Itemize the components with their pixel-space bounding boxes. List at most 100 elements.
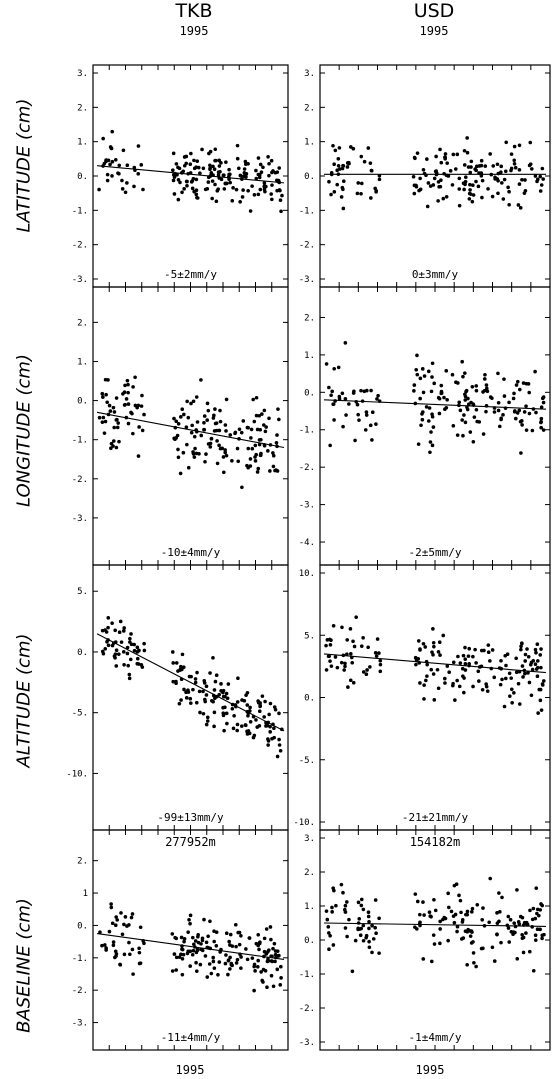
data-point	[534, 886, 539, 890]
data-point	[227, 172, 231, 177]
data-point	[265, 950, 270, 954]
data-point	[329, 393, 333, 398]
data-point	[110, 159, 115, 164]
data-point	[253, 443, 258, 448]
data-point	[258, 703, 263, 708]
data-point	[174, 968, 179, 972]
data-point	[422, 697, 426, 701]
data-point	[174, 955, 179, 960]
data-point	[492, 959, 497, 963]
data-point	[122, 626, 126, 630]
data-point	[412, 389, 416, 393]
data-point	[460, 418, 464, 422]
data-point	[248, 209, 253, 213]
data-point	[191, 451, 196, 456]
data-point	[233, 922, 238, 927]
data-point	[523, 178, 527, 182]
data-point	[424, 678, 428, 683]
data-point	[203, 697, 207, 702]
data-point	[189, 701, 193, 705]
data-point	[266, 739, 271, 743]
data-point	[429, 914, 433, 919]
data-point	[530, 428, 535, 433]
y-tick-label: 1.	[77, 357, 88, 367]
data-point	[533, 938, 538, 942]
data-point	[189, 151, 193, 156]
data-point	[252, 193, 257, 197]
data-point	[346, 685, 350, 689]
data-point	[333, 148, 338, 153]
data-point	[426, 181, 431, 185]
data-point	[122, 922, 126, 927]
data-point	[116, 652, 121, 656]
data-point	[466, 396, 470, 401]
data-point	[247, 709, 252, 713]
data-point	[525, 647, 529, 651]
y-tick-label: 1.	[77, 138, 88, 148]
data-point	[261, 165, 265, 170]
data-point	[226, 682, 231, 686]
data-point	[470, 199, 475, 204]
data-point	[415, 151, 420, 155]
data-point	[226, 972, 230, 977]
y-tick-label: -1.	[299, 426, 315, 436]
data-point	[262, 715, 266, 719]
data-point	[233, 431, 237, 436]
data-point	[416, 442, 421, 446]
data-point	[332, 162, 336, 167]
data-point	[214, 943, 219, 948]
trend-line	[96, 411, 285, 449]
data-point	[522, 410, 527, 414]
data-point	[216, 187, 220, 191]
data-point	[514, 670, 519, 675]
data-point	[359, 897, 364, 902]
data-point	[438, 927, 442, 931]
data-point	[219, 177, 224, 182]
data-point	[477, 679, 481, 683]
data-point	[103, 646, 108, 651]
data-point	[198, 171, 202, 175]
data-point	[216, 973, 220, 977]
data-point	[182, 936, 187, 941]
column-year-usd: 1995	[419, 24, 449, 38]
data-point	[329, 171, 334, 175]
data-point	[223, 448, 227, 452]
data-point	[328, 659, 332, 663]
data-point	[373, 898, 378, 902]
data-point	[224, 160, 228, 164]
data-point	[106, 625, 110, 630]
data-point	[374, 422, 378, 426]
data-point	[251, 397, 256, 402]
data-point	[448, 169, 453, 173]
data-point	[495, 932, 499, 937]
data-point	[475, 902, 480, 907]
data-point	[350, 969, 355, 974]
data-point	[108, 409, 113, 413]
data-point	[258, 427, 263, 432]
data-point	[242, 167, 247, 171]
data-point	[447, 670, 451, 675]
data-point	[474, 407, 479, 412]
data-point	[451, 660, 456, 665]
data-point	[430, 361, 435, 366]
data-point	[126, 390, 130, 395]
data-point	[427, 406, 432, 410]
data-point	[462, 413, 466, 417]
data-point	[526, 654, 531, 659]
data-point	[504, 663, 508, 668]
data-point	[365, 668, 369, 672]
data-point	[463, 394, 468, 399]
data-point	[416, 639, 421, 643]
data-point	[224, 397, 229, 402]
data-point	[499, 658, 503, 663]
data-point	[465, 150, 470, 155]
data-point	[507, 189, 511, 194]
data-point	[462, 163, 467, 167]
data-point	[118, 619, 123, 624]
data-point	[186, 690, 191, 694]
data-point	[199, 433, 204, 438]
data-point	[244, 171, 249, 176]
data-point	[106, 643, 111, 648]
data-point	[279, 976, 283, 980]
